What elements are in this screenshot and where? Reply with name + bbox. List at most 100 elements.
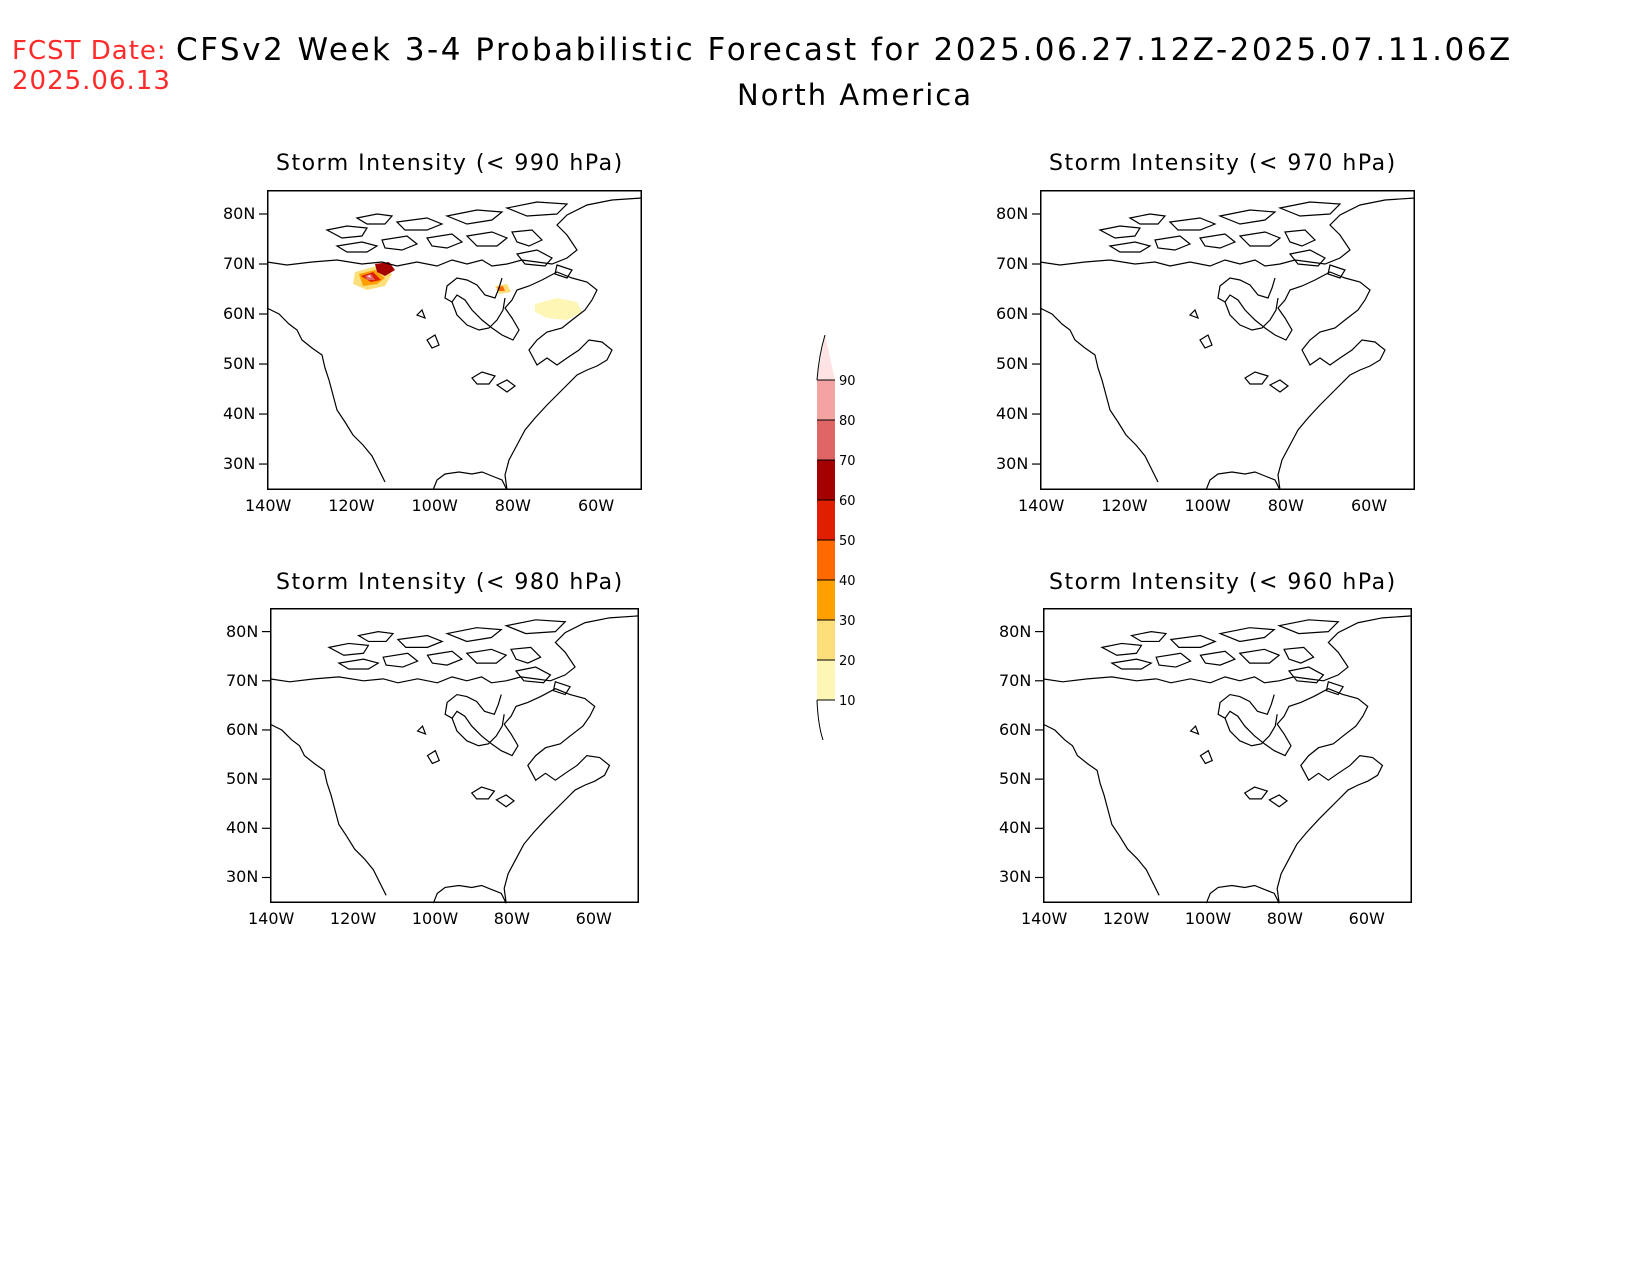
coastline-segment — [1098, 225, 1142, 239]
colorbar-tick-label: 10 — [839, 694, 856, 709]
lon-tick-label: 100W — [411, 496, 458, 515]
map-frame — [267, 190, 642, 490]
map-frame — [1043, 608, 1412, 903]
coastline-segment — [465, 231, 509, 247]
coastline-segment — [1327, 264, 1346, 279]
colorbar-segment — [817, 380, 835, 420]
lat-tick-label: 30N — [999, 867, 1032, 887]
lon-tick-label: 140W — [1021, 909, 1068, 928]
map-frame — [270, 608, 639, 903]
lon-tick-label: 60W — [1351, 496, 1388, 515]
region-subtitle: North America — [737, 78, 973, 112]
coastline-segment — [396, 634, 444, 648]
colorbar-segment — [817, 460, 835, 500]
lat-tick-label: 60N — [223, 304, 256, 324]
lon-tick-label: 140W — [248, 909, 295, 928]
probability-colorbar: 90 80 70 60 50 40 30 20 10 — [816, 335, 856, 741]
map-panel-970 — [1032, 190, 1416, 491]
colorbar-segment — [817, 660, 835, 700]
coastline-segment — [1039, 307, 1159, 483]
coastline-segment — [511, 229, 544, 247]
lat-tick-label: 30N — [223, 454, 256, 474]
coastline-segment — [1169, 634, 1217, 648]
lon-tick-label: 120W — [1102, 909, 1150, 928]
coastline-segment — [465, 648, 508, 664]
coastline-segment — [1129, 631, 1168, 643]
fcst-date-label: FCST Date: — [12, 36, 167, 66]
coastline-segment — [266, 307, 386, 483]
lat-tick-label: 40N — [996, 404, 1029, 424]
probability-area — [535, 298, 582, 320]
coastline-segment — [432, 471, 508, 491]
main-title: CFSv2 Week 3-4 Probabilistic Forecast fo… — [176, 32, 1513, 68]
colorbar-tick-label: 20 — [839, 654, 856, 669]
coastline-segment — [269, 615, 640, 684]
lon-tick-label: 80W — [493, 909, 530, 928]
map-panel-960 — [1035, 608, 1413, 904]
lon-tick-label: 60W — [575, 909, 612, 928]
coastline-segment — [444, 209, 504, 225]
lat-tick-label: 50N — [996, 354, 1029, 374]
lon-tick-label: 140W — [245, 496, 292, 515]
coastline-segment — [1243, 786, 1269, 800]
coastline-segment — [1042, 615, 1413, 684]
coastline-segment — [444, 271, 613, 491]
colorbar-tick-label: 70 — [839, 454, 856, 469]
coastline-segment — [1042, 723, 1160, 896]
map-panel-990 — [259, 190, 643, 491]
lat-tick-label: 70N — [226, 670, 259, 690]
lat-tick-label: 70N — [223, 254, 256, 273]
colorbar-tick-label: 80 — [839, 414, 856, 429]
lon-tick-label: 120W — [1101, 496, 1148, 515]
coastline-segment — [426, 650, 464, 666]
coastline-segment — [504, 201, 569, 217]
coastline-segment — [335, 241, 379, 253]
colorbar-segment — [817, 540, 835, 580]
coastline-segment — [470, 786, 496, 800]
coastline-segment — [1108, 241, 1152, 253]
coastline-segment — [445, 627, 503, 643]
coastline-segment — [552, 681, 572, 696]
coastline-segment — [1199, 650, 1237, 666]
colorbar-tick-label: 40 — [839, 574, 856, 589]
coastline-segment — [356, 631, 395, 643]
coastline-segment — [1277, 201, 1342, 217]
lat-tick-label: 60N — [226, 719, 259, 739]
coastline-segment — [426, 749, 441, 765]
lon-tick-label: 120W — [329, 909, 377, 928]
colorbar-segment — [817, 500, 835, 540]
coastline-segment — [554, 264, 573, 279]
colorbar-tick-label: 90 — [839, 374, 856, 389]
coastline-segment — [1224, 714, 1278, 747]
coastline-segment — [1199, 749, 1214, 765]
map-panel-980 — [262, 608, 640, 904]
coastline-segment — [495, 794, 516, 808]
coastline-segment — [1188, 308, 1200, 320]
coastline-segment — [504, 619, 567, 635]
coastline-segment — [514, 666, 552, 684]
lon-tick-label: 140W — [1018, 496, 1065, 515]
coastline-segment — [1283, 646, 1315, 664]
coastline-segment — [382, 652, 419, 668]
coastline-segment — [1205, 471, 1281, 491]
coastline-segment — [1039, 197, 1416, 267]
lat-tick-label: 80N — [226, 621, 259, 641]
colorbar-tick-label: 50 — [839, 534, 856, 549]
probability-area — [375, 262, 395, 276]
lat-tick-label: 60N — [996, 304, 1029, 324]
colorbar-tick-label: 30 — [839, 614, 856, 629]
coastline-segment — [1277, 619, 1340, 635]
lat-tick-label: 30N — [226, 867, 259, 887]
lat-tick-label: 40N — [999, 818, 1032, 838]
coastline-segment — [1100, 642, 1143, 656]
lon-tick-label: 80W — [1267, 496, 1304, 515]
panel-title-960: Storm Intensity (< 960 hPa) — [1049, 570, 1397, 595]
coastline-segment — [444, 688, 611, 904]
lat-tick-label: 60N — [999, 719, 1032, 739]
coastline-segment — [1128, 213, 1167, 225]
coastline-segment — [1268, 794, 1289, 808]
coastline-segment — [1284, 229, 1317, 247]
lon-tick-label: 100W — [411, 909, 459, 928]
coastline-segment — [355, 213, 394, 225]
fcst-date-value: 2025.06.13 — [12, 66, 171, 96]
